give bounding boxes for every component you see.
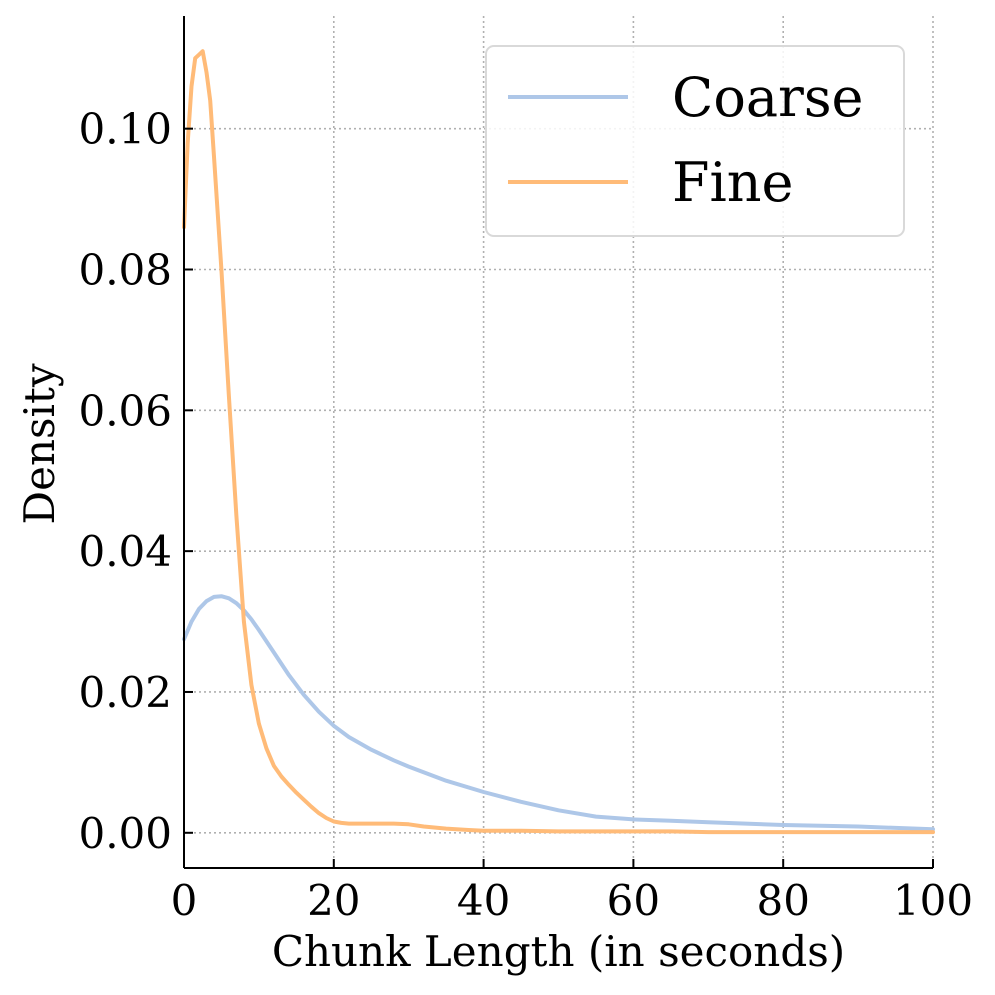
x-axis-label: Chunk Length (in seconds) — [272, 927, 845, 976]
x-ticks: 0 20 40 60 80 100 — [171, 859, 973, 925]
x-tick-label-2: 40 — [457, 876, 510, 925]
series-line-coarse — [182, 594, 935, 832]
y-tick-label-2: 0.04 — [78, 527, 172, 576]
x-tick-label-1: 20 — [307, 876, 360, 925]
y-tick-label-4: 0.08 — [78, 245, 172, 294]
y-tick-label-5: 0.10 — [78, 105, 172, 154]
legend-label-fine: Fine — [672, 151, 793, 214]
x-tick-label-5: 100 — [893, 876, 973, 925]
y-axis-label: Density — [15, 363, 64, 524]
series-layer — [182, 49, 935, 835]
y-tick-label-0: 0.00 — [78, 809, 172, 858]
y-ticks: 0.00 0.02 0.04 0.06 0.08 0.10 — [78, 105, 193, 858]
legend-label-coarse: Coarse — [672, 66, 864, 129]
axes — [183, 16, 933, 869]
x-tick-label-3: 60 — [607, 876, 660, 925]
legend-frame — [485, 45, 905, 237]
series-line-fine — [182, 49, 935, 835]
y-tick-label-3: 0.06 — [78, 386, 172, 435]
legend: Coarse Fine — [485, 45, 905, 237]
y-tick-label-1: 0.02 — [78, 668, 172, 717]
x-tick-label-0: 0 — [171, 876, 198, 925]
x-tick-label-4: 80 — [756, 876, 809, 925]
